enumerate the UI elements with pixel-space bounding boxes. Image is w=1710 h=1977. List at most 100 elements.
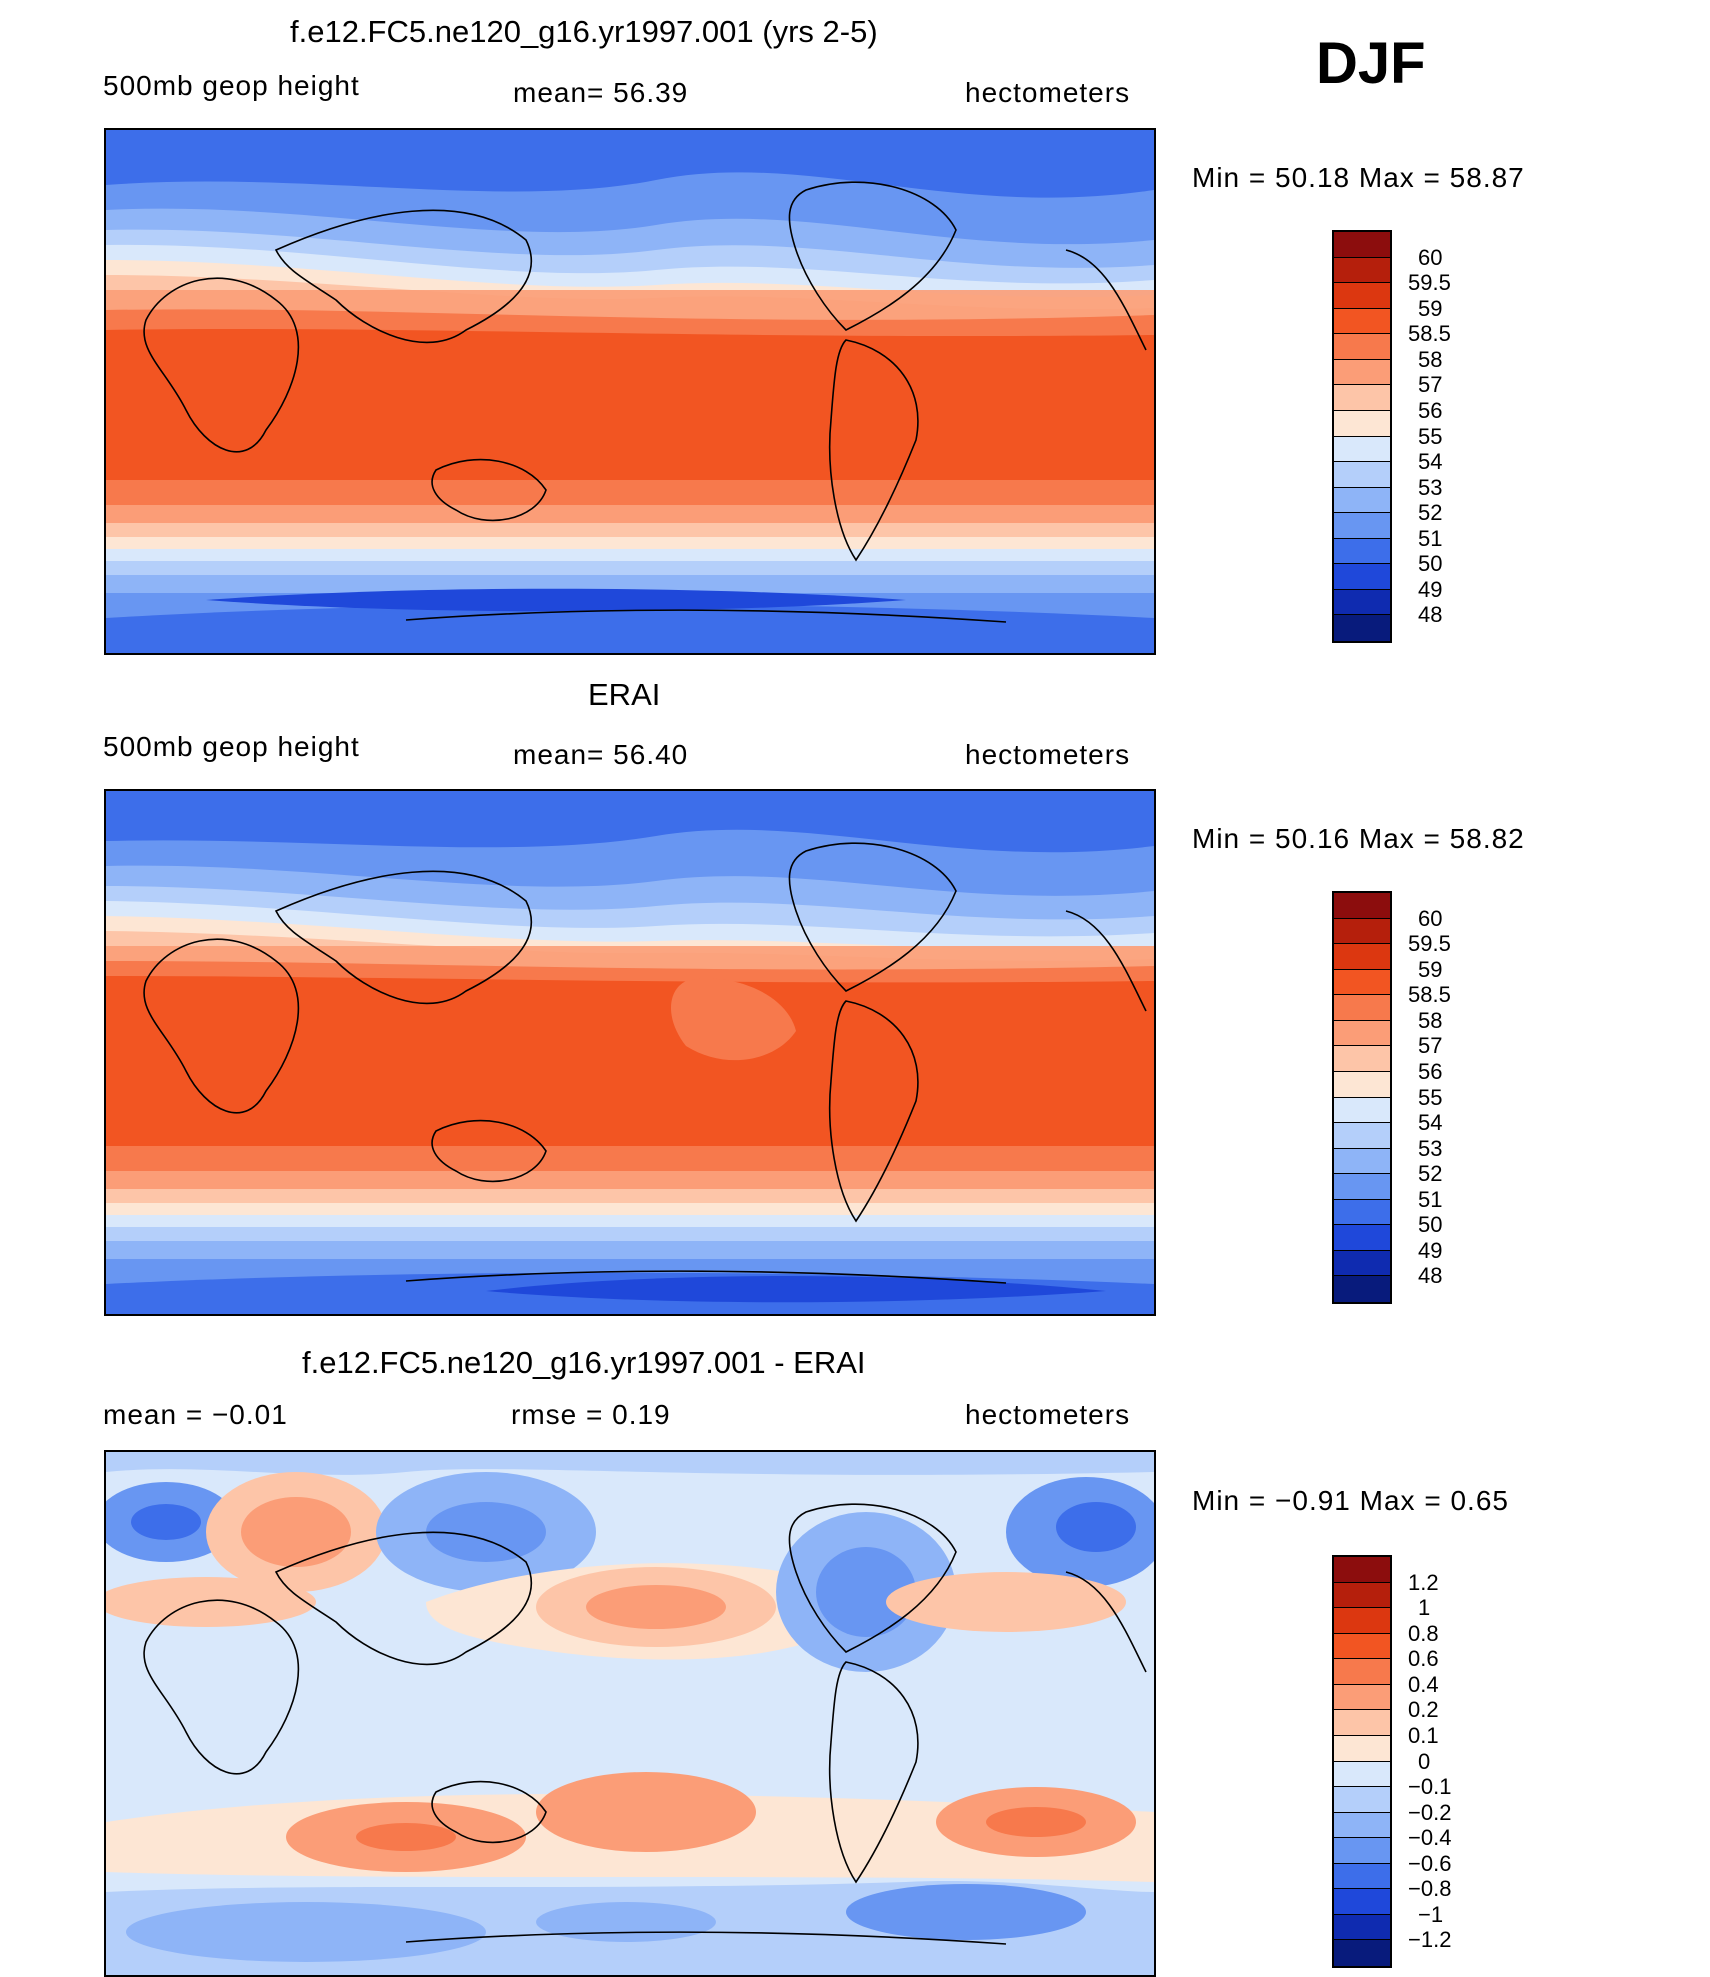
colorbar-tick-label: 0.4 — [1408, 1671, 1439, 1697]
colorbar-tick-label: 60 — [1418, 244, 1443, 270]
colorbar-tick-label: 54 — [1418, 1110, 1443, 1136]
colorbar-tick-label: 56 — [1418, 1058, 1443, 1084]
panel-2-title: ERAI — [588, 677, 661, 712]
colorbar-segment — [1334, 1735, 1390, 1762]
colorbar-tick-label: 57 — [1418, 1033, 1443, 1059]
panel-3-min-max: Min = −0.91 Max = 0.65 — [1192, 1485, 1509, 1516]
colorbar-tick-label: 58 — [1418, 346, 1443, 372]
panel-2-field-svg — [106, 791, 1154, 1314]
colorbar-tick-label: 55 — [1418, 1084, 1443, 1110]
colorbar-tick-label: 58.5 — [1408, 321, 1451, 347]
panel-2-mean-label: mean= 56.40 — [513, 739, 689, 770]
colorbar-segment — [1334, 1838, 1390, 1864]
colorbar-segment — [1334, 283, 1390, 309]
panel-1-colorbar — [1332, 230, 1392, 643]
colorbar-segment — [1334, 1020, 1390, 1047]
colorbar-segment — [1334, 1276, 1390, 1302]
panel-2-min-max: Min = 50.16 Max = 58.82 — [1192, 823, 1525, 854]
colorbar-segment — [1334, 1889, 1390, 1915]
colorbar-tick-label: 59 — [1418, 956, 1443, 982]
colorbar-segment — [1334, 462, 1390, 488]
colorbar-tick-label: −0.4 — [1408, 1825, 1452, 1851]
colorbar-segment — [1334, 1633, 1390, 1660]
colorbar-tick-label: 49 — [1418, 1237, 1443, 1263]
colorbar-segment — [1334, 918, 1390, 945]
panel-3-map — [104, 1450, 1156, 1977]
colorbar-tick-label: 53 — [1418, 1135, 1443, 1161]
colorbar-tick-label: 0.2 — [1408, 1697, 1439, 1723]
colorbar-tick-label: 49 — [1418, 576, 1443, 602]
colorbar-segment — [1334, 1071, 1390, 1098]
colorbar-segment — [1334, 538, 1390, 565]
colorbar-segment — [1334, 1225, 1390, 1251]
colorbar-tick-label: −1.2 — [1408, 1927, 1452, 1953]
colorbar-tick-label: −0.6 — [1408, 1850, 1452, 1876]
colorbar-tick-label: 0 — [1418, 1748, 1431, 1774]
colorbar-segment — [1334, 1582, 1390, 1609]
colorbar-segment — [1334, 1684, 1390, 1711]
colorbar-segment — [1334, 589, 1390, 616]
panel-1-field-svg — [106, 130, 1154, 653]
panel-1-mean-label: mean= 56.39 — [513, 77, 689, 108]
colorbar-tick-label: 59 — [1418, 295, 1443, 321]
panel-3-rmse-label: rmse = 0.19 — [511, 1399, 671, 1430]
colorbar-segment — [1334, 257, 1390, 284]
panel-3-field-svg — [106, 1452, 1154, 1975]
colorbar-segment — [1334, 1123, 1390, 1149]
colorbar-segment — [1334, 1659, 1390, 1685]
colorbar-tick-label: 59.5 — [1408, 270, 1451, 296]
colorbar-tick-label: 53 — [1418, 474, 1443, 500]
colorbar-segment — [1334, 410, 1390, 437]
colorbar-tick-label: 58.5 — [1408, 982, 1451, 1008]
colorbar-segment — [1334, 1097, 1390, 1124]
colorbar-tick-label: 1 — [1418, 1595, 1431, 1621]
colorbar-tick-label: 57 — [1418, 372, 1443, 398]
colorbar-segment — [1334, 1199, 1390, 1226]
colorbar-segment — [1334, 615, 1390, 641]
colorbar-segment — [1334, 1863, 1390, 1890]
colorbar-segment — [1334, 232, 1390, 258]
colorbar-segment — [1334, 995, 1390, 1021]
colorbar-tick-label: 59.5 — [1408, 931, 1451, 957]
colorbar-segment — [1334, 436, 1390, 463]
colorbar-segment — [1334, 1250, 1390, 1277]
colorbar-tick-label: 54 — [1418, 449, 1443, 475]
colorbar-tick-label: 52 — [1418, 1161, 1443, 1187]
colorbar-tick-label: −0.2 — [1408, 1799, 1452, 1825]
colorbar-segment — [1334, 1710, 1390, 1736]
colorbar-segment — [1334, 334, 1390, 360]
colorbar-tick-label: −1 — [1418, 1901, 1444, 1927]
colorbar-segment — [1334, 359, 1390, 386]
colorbar-tick-label: 60 — [1418, 905, 1443, 931]
panel-1-title: f.e12.FC5.ne120_g16.yr1997.001 (yrs 2-5) — [290, 14, 878, 49]
panel-2-variable-label: 500mb geop height — [103, 731, 360, 762]
colorbar-segment — [1334, 1557, 1390, 1583]
colorbar-segment — [1334, 308, 1390, 335]
colorbar-tick-label: 50 — [1418, 551, 1443, 577]
colorbar-tick-label: 0.6 — [1408, 1646, 1439, 1672]
colorbar-tick-label: −0.8 — [1408, 1876, 1452, 1902]
panel-3-title: f.e12.FC5.ne120_g16.yr1997.001 - ERAI — [302, 1345, 866, 1380]
colorbar-tick-label: 48 — [1418, 602, 1443, 628]
colorbar-tick-label: 56 — [1418, 397, 1443, 423]
panel-3-mean-label: mean = −0.01 — [103, 1399, 288, 1430]
season-label: DJF — [1316, 31, 1426, 96]
colorbar-segment — [1334, 1940, 1390, 1966]
colorbar-tick-label: 50 — [1418, 1212, 1443, 1238]
panel-1-map — [104, 128, 1156, 655]
panel-1-units-label: hectometers — [965, 77, 1131, 108]
colorbar-tick-label: 1.2 — [1408, 1569, 1439, 1595]
colorbar-segment — [1334, 1608, 1390, 1634]
colorbar-segment — [1334, 1914, 1390, 1941]
colorbar-segment — [1334, 1787, 1390, 1813]
colorbar-segment — [1334, 1046, 1390, 1072]
panel-3-colorbar — [1332, 1555, 1392, 1968]
colorbar-segment — [1334, 385, 1390, 411]
colorbar-tick-label: 0.8 — [1408, 1620, 1439, 1646]
colorbar-tick-label: 51 — [1418, 525, 1443, 551]
colorbar-tick-label: −0.1 — [1408, 1774, 1452, 1800]
colorbar-tick-label: 58 — [1418, 1007, 1443, 1033]
colorbar-tick-label: 0.1 — [1408, 1722, 1439, 1748]
panel-2-map — [104, 789, 1156, 1316]
colorbar-tick-label: 48 — [1418, 1263, 1443, 1289]
